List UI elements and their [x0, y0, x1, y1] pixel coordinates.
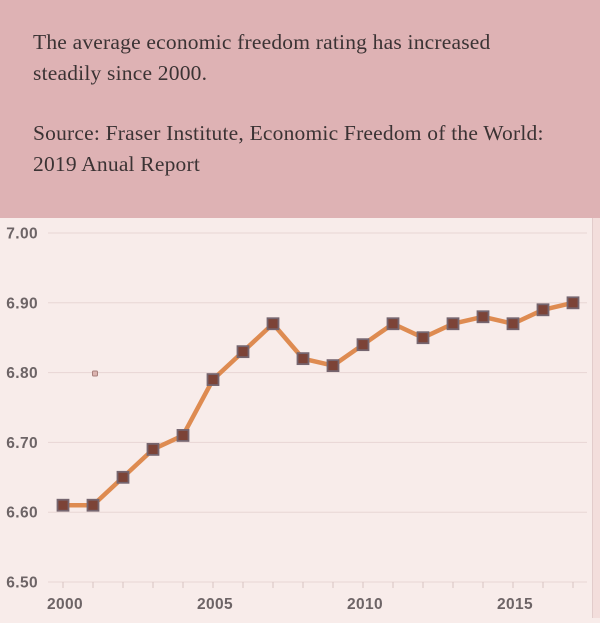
data-point-marker[interactable] [506, 317, 520, 331]
data-point-marker[interactable] [296, 352, 310, 366]
data-point-marker[interactable] [566, 296, 580, 310]
data-point-marker[interactable] [266, 317, 280, 331]
data-point-marker[interactable] [356, 338, 370, 352]
data-point-marker[interactable] [236, 345, 250, 359]
chart-source: Source: Fraser Institute, Economic Freed… [33, 121, 544, 176]
x-axis-tick-label: 2005 [197, 596, 233, 613]
header-block: The average economic freedom rating has … [0, 0, 600, 218]
data-point-marker[interactable] [176, 429, 190, 442]
data-point-marker[interactable] [86, 498, 100, 512]
data-point-marker[interactable] [206, 373, 220, 386]
y-axis-tick-label: 6.70 [6, 435, 38, 452]
data-point-marker[interactable] [476, 310, 490, 324]
stray-mark [92, 370, 98, 377]
data-point-marker[interactable] [446, 317, 460, 331]
chart-canvas: 6.50 6.60 6.70 6.80 6.90 7.00 2000 2005 2010 2015 [6, 226, 587, 613]
y-axis-tick-label: 6.90 [6, 295, 38, 312]
y-axis-tick-label: 6.80 [6, 365, 38, 382]
data-point-marker[interactable] [146, 442, 160, 456]
data-point-marker[interactable] [116, 470, 130, 484]
line-chart: 6.50 6.60 6.70 6.80 6.90 7.00 2000 2005 2010 2015 [0, 218, 600, 618]
data-point-marker[interactable] [416, 331, 430, 345]
y-axis-tick-label: 6.50 [6, 575, 38, 592]
data-point-marker[interactable] [536, 303, 550, 317]
data-point-marker[interactable] [56, 498, 70, 512]
x-axis-tick-label: 2010 [347, 596, 383, 613]
y-axis-tick-label: 6.60 [6, 505, 38, 522]
data-point-marker[interactable] [326, 359, 340, 373]
data-line [60, 300, 576, 508]
x-axis-tick-label: 2000 [47, 596, 83, 613]
data-point-marker[interactable] [386, 317, 400, 331]
chart-title: The average economic freedom rating has … [33, 30, 491, 85]
y-axis-tick-label: 7.00 [6, 226, 38, 243]
page-edge-strip [592, 218, 600, 618]
x-axis-tick-label: 2015 [497, 596, 533, 613]
